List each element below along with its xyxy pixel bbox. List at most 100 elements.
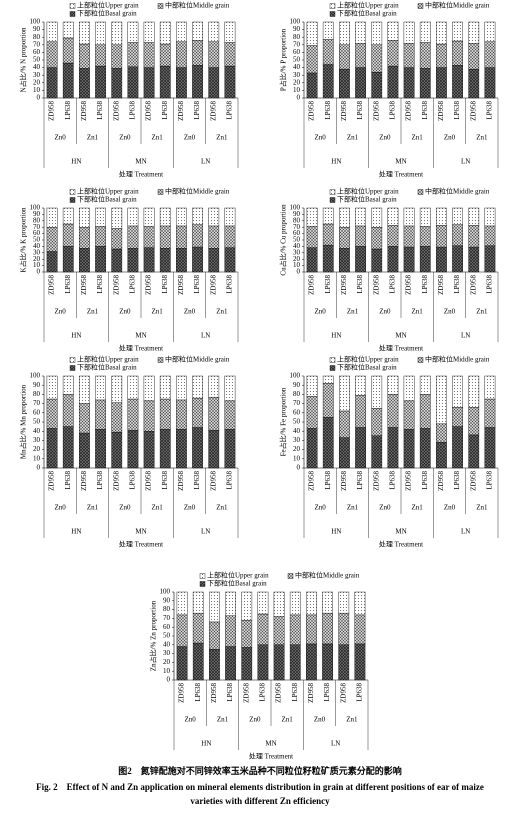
subgroup-label: Zn1 bbox=[152, 308, 164, 316]
bar-segment bbox=[143, 247, 155, 273]
x-tick-label: LP638 bbox=[421, 275, 429, 294]
bar-segment bbox=[176, 21, 187, 42]
legend-label: 中部粒位Middle grain bbox=[425, 187, 490, 196]
bar-segment bbox=[62, 21, 74, 39]
bar-segment bbox=[176, 248, 187, 273]
y-tick-label: 100 bbox=[290, 372, 301, 380]
legend-swatch bbox=[329, 197, 336, 203]
bar-segment bbox=[355, 225, 366, 247]
y-tick-label: 10 bbox=[293, 86, 301, 94]
bar-segment bbox=[95, 65, 106, 99]
y-tick-label: 20 bbox=[33, 255, 41, 263]
y-tick-label: 40 bbox=[293, 63, 301, 71]
group-label: HN bbox=[71, 528, 81, 536]
x-tick-label: LP638 bbox=[193, 275, 201, 294]
caption-en: varieties with different Zn efficiency bbox=[190, 796, 330, 806]
bar-segment bbox=[339, 207, 350, 228]
bar-segment bbox=[159, 43, 171, 67]
x-tick-label: ZD958 bbox=[178, 683, 186, 703]
bar-segment bbox=[79, 68, 90, 99]
x-tick-label: LP638 bbox=[486, 101, 494, 120]
bar-segment bbox=[419, 428, 431, 469]
bar-segment bbox=[306, 614, 317, 645]
bar-segment bbox=[322, 591, 333, 614]
bar-segment bbox=[339, 44, 350, 70]
bar-segment bbox=[95, 399, 106, 430]
subgroup-label: Zn0 bbox=[185, 716, 197, 724]
bar-segment bbox=[95, 226, 106, 247]
bar-segment bbox=[322, 375, 334, 384]
x-tick-label: LP638 bbox=[324, 275, 332, 294]
legend-swatch bbox=[157, 189, 164, 195]
bar-segment bbox=[339, 248, 350, 273]
bar-segment bbox=[436, 246, 447, 273]
bar-segment bbox=[468, 43, 480, 70]
y-tick-label: 60 bbox=[293, 408, 301, 416]
y-tick-label: 100 bbox=[290, 204, 301, 212]
bar-segment bbox=[306, 396, 318, 429]
bar-segment bbox=[306, 428, 318, 469]
legend-swatch bbox=[157, 357, 164, 363]
bar-segment bbox=[354, 614, 366, 645]
y-tick-label: 10 bbox=[293, 454, 301, 462]
bar-segment bbox=[46, 226, 58, 252]
bar-segment bbox=[403, 225, 415, 248]
panel: 下部粒位Basal grain 中部粒位Middle grain 上部粒位Upper… bbox=[149, 571, 369, 761]
x-tick-label: ZD958 bbox=[145, 275, 153, 295]
group-label: LN bbox=[461, 158, 470, 166]
bar-segment bbox=[224, 207, 236, 227]
x-tick-label: ZD958 bbox=[372, 275, 380, 295]
legend-label: 上部粒位Upper grain bbox=[337, 355, 399, 364]
legend-swatch bbox=[417, 189, 424, 195]
bar-segment bbox=[143, 431, 155, 469]
bar-segment bbox=[224, 375, 236, 402]
y-axis-label: Mn占比/% Mn proportion bbox=[19, 384, 28, 459]
legend-swatch bbox=[69, 357, 76, 363]
subgroup-label: Zn0 bbox=[314, 716, 326, 724]
bar-segment bbox=[46, 21, 58, 42]
bar-segment bbox=[484, 245, 496, 273]
y-tick-label: 40 bbox=[293, 242, 301, 250]
y-tick-label: 60 bbox=[33, 229, 41, 237]
y-tick-label: 60 bbox=[293, 229, 301, 237]
bar-segment bbox=[419, 68, 431, 99]
bar-segment bbox=[338, 612, 350, 645]
y-tick-label: 10 bbox=[163, 667, 171, 675]
bar-segment bbox=[403, 375, 415, 402]
legend-swatch bbox=[69, 365, 76, 371]
x-tick-label: ZD958 bbox=[48, 275, 56, 295]
group-label: MN bbox=[395, 158, 406, 166]
bar-segment bbox=[111, 21, 123, 45]
legend-label: 下部粒位Basal grain bbox=[77, 9, 137, 18]
y-axis-label: P占比/% P proportion bbox=[279, 28, 288, 91]
bar-segment bbox=[111, 228, 123, 250]
legend-swatch bbox=[199, 581, 206, 587]
bar-segment bbox=[371, 226, 383, 250]
bar-segment bbox=[452, 224, 463, 246]
bar-segment bbox=[111, 431, 123, 469]
bar-segment bbox=[46, 428, 58, 469]
bar-segment bbox=[289, 614, 301, 646]
bar-segment bbox=[306, 643, 317, 681]
bar-segment bbox=[355, 43, 366, 68]
subgroup-label: Zn1 bbox=[282, 716, 294, 724]
y-tick-label: 50 bbox=[293, 236, 301, 244]
subgroup-label: Zn1 bbox=[412, 308, 424, 316]
x-tick-label: LP638 bbox=[453, 101, 461, 120]
x-tick-label: ZD958 bbox=[340, 101, 348, 121]
y-tick-label: 70 bbox=[293, 399, 301, 407]
subgroup-label: Zn0 bbox=[184, 308, 196, 316]
bar-segment bbox=[468, 407, 480, 436]
subgroup-label: Zn0 bbox=[315, 308, 327, 316]
x-tick-label: LP638 bbox=[389, 101, 397, 120]
group-label: LN bbox=[331, 740, 340, 748]
group-label: LN bbox=[201, 332, 210, 340]
x-tick-label: LP638 bbox=[194, 683, 202, 702]
subgroup-label: Zn1 bbox=[87, 504, 99, 512]
y-tick-label: 90 bbox=[293, 381, 301, 389]
y-tick-label: 50 bbox=[33, 56, 41, 64]
y-tick-label: 10 bbox=[293, 261, 301, 269]
y-tick-label: 70 bbox=[33, 40, 41, 48]
subgroup-label: Zn1 bbox=[476, 134, 488, 142]
legend-label: 下部粒位Basal grain bbox=[77, 363, 137, 372]
